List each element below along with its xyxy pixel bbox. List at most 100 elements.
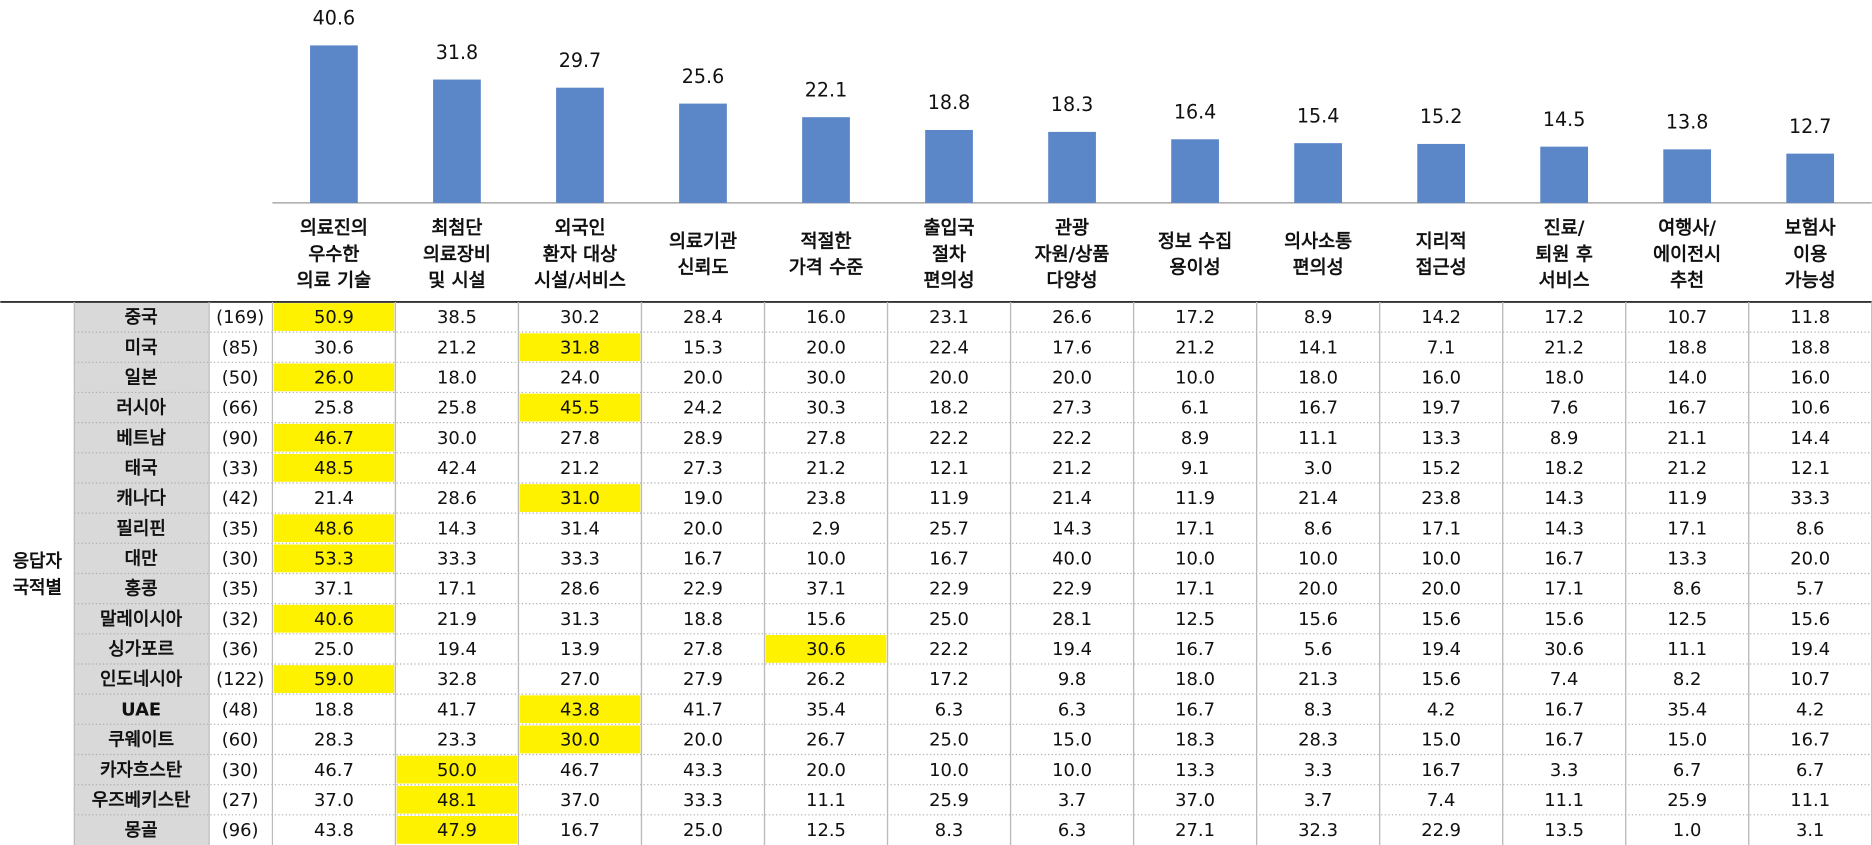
- table-cell: 21.2: [1175, 337, 1215, 358]
- table-cell: 30.0: [560, 730, 600, 751]
- table-cell: 3.1: [1796, 820, 1824, 841]
- table-cell: 8.6: [1673, 579, 1701, 600]
- table-cell: 10.0: [806, 549, 846, 570]
- table-cell: 13.3: [1421, 428, 1461, 449]
- table-cell: 11.1: [1790, 790, 1830, 811]
- table-cell: 21.2: [1544, 337, 1584, 358]
- bar: [1663, 149, 1712, 203]
- table-cell: 6.7: [1673, 760, 1701, 781]
- table-cell: 30.6: [1544, 639, 1584, 660]
- table-cell: 18.8: [1667, 337, 1707, 358]
- table-cell: 3.3: [1304, 760, 1332, 781]
- table-cell: 21.2: [560, 458, 600, 479]
- column-header: 의료진의 우수한 의료 기술: [297, 218, 371, 292]
- table-cell: 15.0: [1421, 730, 1461, 751]
- table-cell: 31.8: [560, 337, 600, 358]
- column-header: 외국인 환자 대상 시설/서비스: [534, 218, 626, 292]
- table-cell: 11.1: [1544, 790, 1584, 811]
- table-cell: 16.0: [806, 307, 846, 328]
- table-cell: 27.3: [1052, 398, 1092, 419]
- table-cell: 18.8: [683, 609, 723, 630]
- country-name: 일본: [125, 368, 158, 389]
- table-cell: 45.5: [560, 398, 600, 419]
- column-header: 진료/퇴원 후 서비스: [1535, 218, 1592, 292]
- table-cell: 28.9: [683, 428, 723, 449]
- table-cell: 22.2: [929, 428, 969, 449]
- table-cell: 16.7: [1175, 639, 1215, 660]
- table-cell: 17.1: [1421, 518, 1461, 539]
- table-cell: 43.3: [683, 760, 723, 781]
- table-cell: 12.1: [929, 458, 969, 479]
- table-cell: 10.0: [1175, 549, 1215, 570]
- table-cell: 18.8: [314, 699, 354, 720]
- table-cell: 16.7: [1667, 398, 1707, 419]
- table-cell: 2.9: [812, 518, 840, 539]
- table-cell: 42.4: [437, 458, 477, 479]
- bar: [310, 45, 358, 203]
- sample-size: (27): [222, 790, 259, 811]
- table-cell: 21.2: [806, 458, 846, 479]
- table-cell: 15.3: [683, 337, 723, 358]
- sample-size: (30): [222, 760, 259, 781]
- table-cell: 25.8: [437, 398, 477, 419]
- table-cell: 21.4: [1298, 488, 1338, 509]
- highlight: [396, 755, 518, 784]
- bar: [925, 129, 973, 203]
- column-header: 지리적 접근성: [1416, 231, 1467, 278]
- table-cell: 20.0: [1298, 579, 1338, 600]
- table-cell: 25.0: [314, 639, 354, 660]
- table-cell: 11.9: [1175, 488, 1215, 509]
- table-cell: 27.0: [560, 669, 600, 690]
- table-cell: 22.9: [1052, 579, 1092, 600]
- table-cell: 8.2: [1673, 669, 1701, 690]
- table-cell: 50.9: [314, 307, 354, 328]
- table-cell: 26.2: [806, 669, 846, 690]
- table-cell: 11.1: [1667, 639, 1707, 660]
- column-header: 의사소통 편의성: [1284, 231, 1352, 278]
- table-cell: 17.1: [1544, 579, 1584, 600]
- table-cell: 17.2: [929, 669, 969, 690]
- table-cell: 47.9: [437, 820, 477, 841]
- table-cell: 12.5: [1175, 609, 1215, 630]
- table-cell: 28.3: [314, 730, 354, 751]
- table-cell: 21.2: [1667, 458, 1707, 479]
- highlight: [519, 484, 641, 512]
- country-name: 중국: [125, 307, 158, 328]
- table-cell: 7.4: [1550, 669, 1578, 690]
- table-cell: 38.5: [437, 307, 477, 328]
- table-cell: 31.3: [560, 609, 600, 630]
- table-cell: 15.6: [1544, 609, 1584, 630]
- table-cell: 40.6: [314, 609, 354, 630]
- column-header: 적절한 가격 수준: [789, 231, 863, 278]
- table-cell: 31.0: [560, 488, 600, 509]
- table-cell: 13.9: [560, 639, 600, 660]
- highlight: [519, 695, 641, 724]
- bar: [679, 103, 727, 203]
- table-cell: 15.6: [806, 609, 846, 630]
- table-cell: 14.3: [1544, 488, 1584, 509]
- table-cell: 10.7: [1790, 669, 1830, 690]
- table-cell: 10.0: [1298, 549, 1338, 570]
- sample-size: (60): [222, 730, 259, 751]
- table-cell: 14.0: [1667, 368, 1707, 389]
- table-cell: 19.4: [1052, 639, 1092, 660]
- table-cell: 10.0: [1052, 760, 1092, 781]
- table-cell: 10.0: [929, 760, 969, 781]
- value-label: 12.7: [1789, 115, 1831, 138]
- table-cell: 13.3: [1175, 760, 1215, 781]
- table-cell: 20.0: [683, 730, 723, 751]
- country-name: 미국: [125, 337, 158, 358]
- country-name: 말레이시아: [100, 609, 183, 630]
- table-cell: 27.3: [683, 458, 723, 479]
- table-cell: 9.8: [1058, 669, 1086, 690]
- table-cell: 22.2: [929, 639, 969, 660]
- table-cell: 20.0: [1790, 549, 1830, 570]
- value-label: 14.5: [1543, 108, 1585, 131]
- table-cell: 17.1: [1667, 518, 1707, 539]
- value-label: 18.8: [928, 91, 970, 114]
- table-cell: 10.7: [1667, 307, 1707, 328]
- table-cell: 43.8: [314, 820, 354, 841]
- bar: [1417, 143, 1465, 203]
- value-label: 25.6: [682, 65, 724, 88]
- table-cell: 3.3: [1550, 760, 1578, 781]
